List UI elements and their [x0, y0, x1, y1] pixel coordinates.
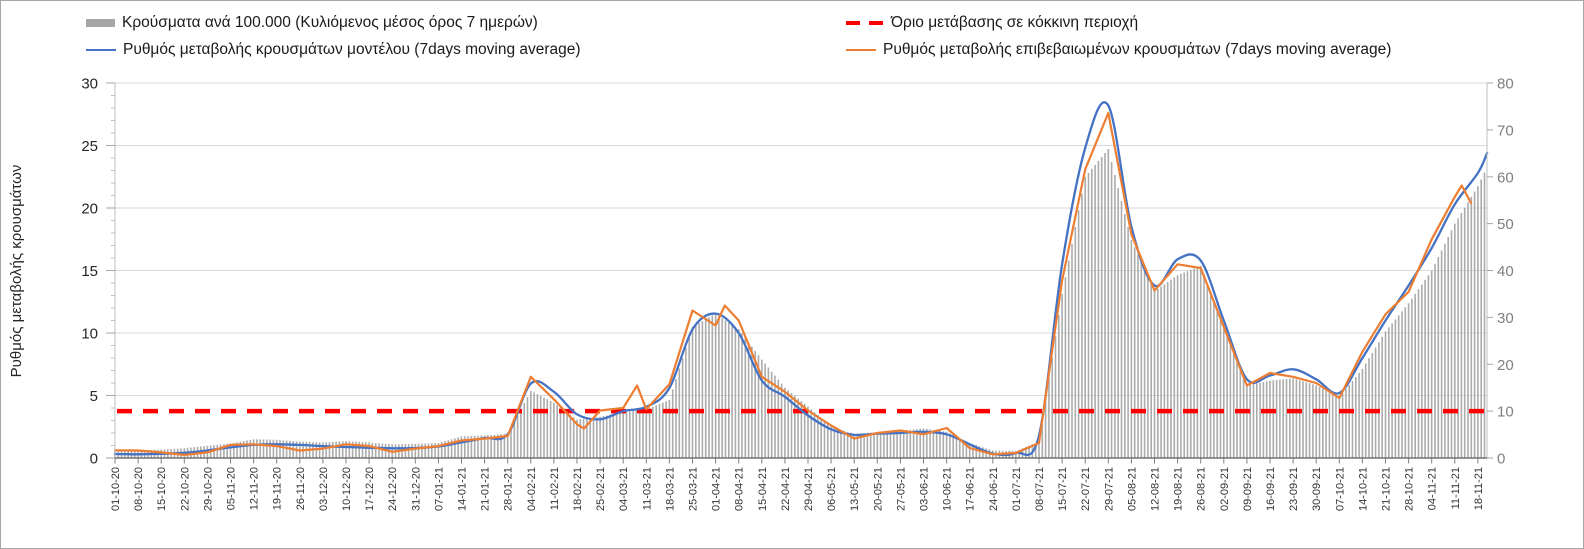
svg-text:02-09-21: 02-09-21 — [1219, 467, 1231, 511]
svg-text:25-03-21: 25-03-21 — [688, 467, 700, 511]
svg-text:31-12-20: 31-12-20 — [410, 467, 422, 511]
svg-text:01-04-21: 01-04-21 — [711, 467, 723, 511]
svg-text:20: 20 — [1497, 357, 1514, 374]
svg-text:10-12-20: 10-12-20 — [341, 467, 353, 511]
svg-text:Ρυθμός μεταβολής κρουσμάτων: Ρυθμός μεταβολής κρουσμάτων — [8, 165, 25, 378]
svg-text:27-05-21: 27-05-21 — [895, 467, 907, 511]
svg-text:14-10-21: 14-10-21 — [1357, 467, 1369, 511]
svg-text:04-11-21: 04-11-21 — [1427, 467, 1439, 510]
confirmed-rate-line — [113, 111, 1473, 456]
red-dashed-line-swatch — [846, 20, 884, 26]
svg-text:25: 25 — [81, 138, 98, 155]
svg-text:15-07-21: 15-07-21 — [1057, 467, 1069, 511]
svg-text:03-06-21: 03-06-21 — [919, 467, 931, 511]
legend-label-red-threshold: Όριο μετάβασης σε κόκκινη περιοχή — [891, 14, 1139, 31]
gridlines — [115, 82, 1487, 396]
svg-text:29-07-21: 29-07-21 — [1103, 467, 1115, 511]
svg-text:23-09-21: 23-09-21 — [1288, 467, 1300, 511]
svg-text:22-07-21: 22-07-21 — [1080, 467, 1092, 511]
svg-text:30-09-21: 30-09-21 — [1311, 467, 1323, 511]
svg-text:04-03-21: 04-03-21 — [618, 467, 630, 511]
svg-text:21-10-21: 21-10-21 — [1381, 467, 1393, 511]
svg-text:10: 10 — [81, 326, 98, 343]
svg-text:15: 15 — [81, 263, 98, 280]
svg-text:40: 40 — [1497, 263, 1514, 280]
svg-text:04-02-21: 04-02-21 — [526, 467, 538, 511]
svg-text:06-05-21: 06-05-21 — [826, 467, 838, 511]
svg-text:30: 30 — [81, 76, 98, 93]
svg-text:15-10-20: 15-10-20 — [156, 467, 168, 511]
svg-text:17-06-21: 17-06-21 — [965, 467, 977, 511]
svg-text:03-12-20: 03-12-20 — [318, 467, 330, 511]
svg-text:0: 0 — [1497, 451, 1505, 468]
svg-text:28-10-21: 28-10-21 — [1404, 467, 1416, 511]
svg-text:29-04-21: 29-04-21 — [803, 467, 815, 511]
svg-text:21-01-21: 21-01-21 — [480, 467, 492, 511]
svg-text:09-09-21: 09-09-21 — [1242, 467, 1254, 511]
orange-line-swatch — [846, 48, 876, 52]
legend-label-model-rate: Ρυθμός μεταβολής κρουσμάτων μοντέλου (7d… — [123, 41, 581, 58]
svg-text:80: 80 — [1497, 76, 1514, 93]
svg-text:30: 30 — [1497, 310, 1514, 327]
svg-text:01-07-21: 01-07-21 — [1011, 467, 1023, 511]
svg-text:60: 60 — [1497, 169, 1514, 186]
svg-text:19-08-21: 19-08-21 — [1173, 467, 1185, 511]
model-rate-line — [113, 101, 1489, 457]
svg-text:05-11-20: 05-11-20 — [226, 467, 238, 510]
svg-text:15-04-21: 15-04-21 — [757, 467, 769, 511]
svg-text:17-12-20: 17-12-20 — [364, 467, 376, 511]
svg-text:18-11-21: 18-11-21 — [1473, 467, 1485, 510]
svg-text:12-11-20: 12-11-20 — [249, 467, 261, 510]
legend-item-cases-per-100k: Κρούσματα ανά 100.000 (Κυλιόμενος μέσος … — [86, 14, 538, 32]
svg-text:05-08-21: 05-08-21 — [1126, 467, 1138, 511]
svg-text:18-02-21: 18-02-21 — [572, 467, 584, 511]
svg-text:24-06-21: 24-06-21 — [988, 467, 1000, 511]
legend-item-confirmed-rate: Ρυθμός μεταβολής επιβεβαιωμένων κρουσμάτ… — [846, 41, 1391, 59]
svg-text:24-12-20: 24-12-20 — [387, 467, 399, 511]
x-axis: 01-10-20 08-10-20 15-10-20 22-10-20 29-10-20… — [110, 458, 1485, 511]
svg-text:08-07-21: 08-07-21 — [1034, 467, 1046, 511]
svg-text:50: 50 — [1497, 216, 1514, 233]
svg-text:26-08-21: 26-08-21 — [1196, 467, 1208, 511]
svg-text:08-04-21: 08-04-21 — [734, 467, 746, 511]
svg-text:28-01-21: 28-01-21 — [503, 467, 515, 511]
svg-text:26-11-20: 26-11-20 — [295, 467, 307, 510]
svg-text:5: 5 — [90, 388, 98, 405]
svg-text:70: 70 — [1497, 122, 1514, 139]
svg-text:11-03-21: 11-03-21 — [641, 467, 653, 510]
svg-text:25-02-21: 25-02-21 — [595, 467, 607, 511]
svg-text:12-08-21: 12-08-21 — [1150, 467, 1162, 511]
svg-text:07-01-21: 07-01-21 — [433, 467, 445, 511]
svg-text:22-10-20: 22-10-20 — [179, 467, 191, 511]
y-axis-left: 0 5 10 15 20 25 30 — [81, 76, 115, 468]
svg-text:0: 0 — [90, 451, 98, 468]
svg-text:14-01-21: 14-01-21 — [457, 467, 469, 511]
svg-text:29-10-20: 29-10-20 — [202, 467, 214, 511]
svg-text:10-06-21: 10-06-21 — [942, 467, 954, 511]
svg-text:11-02-21: 11-02-21 — [549, 467, 561, 510]
legend-label-confirmed-rate: Ρυθμός μεταβολής επιβεβαιωμένων κρουσμάτ… — [883, 41, 1392, 58]
legend-item-red-threshold: Όριο μετάβασης σε κόκκινη περιοχή — [846, 14, 1138, 32]
svg-text:22-04-21: 22-04-21 — [780, 467, 792, 511]
svg-text:20: 20 — [81, 201, 98, 218]
y-axis-title: Ρυθμός μεταβολής κρουσμάτων — [8, 165, 25, 378]
legend-item-model-rate: Ρυθμός μεταβολής κρουσμάτων μοντέλου (7d… — [86, 41, 581, 59]
gray-bar-swatch — [86, 19, 115, 27]
svg-text:07-10-21: 07-10-21 — [1334, 467, 1346, 511]
svg-text:10: 10 — [1497, 404, 1514, 421]
y-axis-right: 0 10 20 30 40 50 60 70 80 — [1487, 76, 1514, 468]
svg-text:19-11-20: 19-11-20 — [272, 467, 284, 510]
svg-text:01-10-20: 01-10-20 — [110, 467, 122, 511]
blue-line-swatch — [86, 48, 116, 52]
svg-text:20-05-21: 20-05-21 — [872, 467, 884, 511]
legend-label-cases-per-100k: Κρούσματα ανά 100.000 (Κυλιόμενος μέσος … — [122, 14, 538, 31]
svg-text:13-05-21: 13-05-21 — [849, 467, 861, 511]
svg-text:18-03-21: 18-03-21 — [664, 467, 676, 511]
svg-text:11-11-21: 11-11-21 — [1450, 467, 1462, 509]
svg-text:08-10-20: 08-10-20 — [133, 467, 145, 511]
svg-text:16-09-21: 16-09-21 — [1265, 467, 1277, 511]
